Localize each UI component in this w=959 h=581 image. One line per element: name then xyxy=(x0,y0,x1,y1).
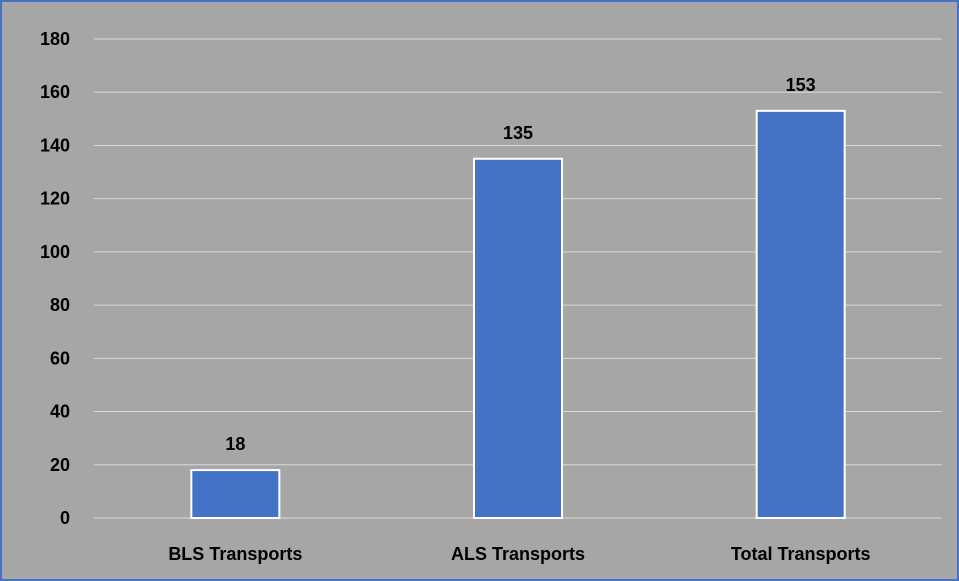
y-tick-label: 160 xyxy=(40,82,70,102)
y-tick-label: 100 xyxy=(40,242,70,262)
x-category-label: ALS Transports xyxy=(451,544,585,564)
bars xyxy=(190,109,846,520)
data-label: 153 xyxy=(786,75,816,95)
y-tick-label: 40 xyxy=(50,402,70,422)
x-category-label: Total Transports xyxy=(731,544,871,564)
y-tick-label: 20 xyxy=(50,455,70,475)
bar-bls-transports xyxy=(190,469,281,520)
data-label: 18 xyxy=(225,434,245,454)
x-axis-category-labels: BLS Transports ALS Transports Total Transp… xyxy=(168,544,870,564)
x-category-label: BLS Transports xyxy=(168,544,302,564)
bar-total-transports xyxy=(755,109,846,519)
data-label: 135 xyxy=(503,123,533,143)
y-tick-label: 140 xyxy=(40,135,70,155)
y-axis-tick-labels: 0 20 40 60 80 100 120 140 160 180 xyxy=(40,29,70,528)
bar-als-transports xyxy=(473,157,563,519)
data-labels: 18 135 153 xyxy=(225,75,815,454)
y-tick-label: 120 xyxy=(40,189,70,209)
y-tick-label: 80 xyxy=(50,295,70,315)
y-tick-label: 180 xyxy=(40,29,70,49)
y-tick-label: 0 xyxy=(60,508,70,528)
y-tick-label: 60 xyxy=(50,348,70,368)
